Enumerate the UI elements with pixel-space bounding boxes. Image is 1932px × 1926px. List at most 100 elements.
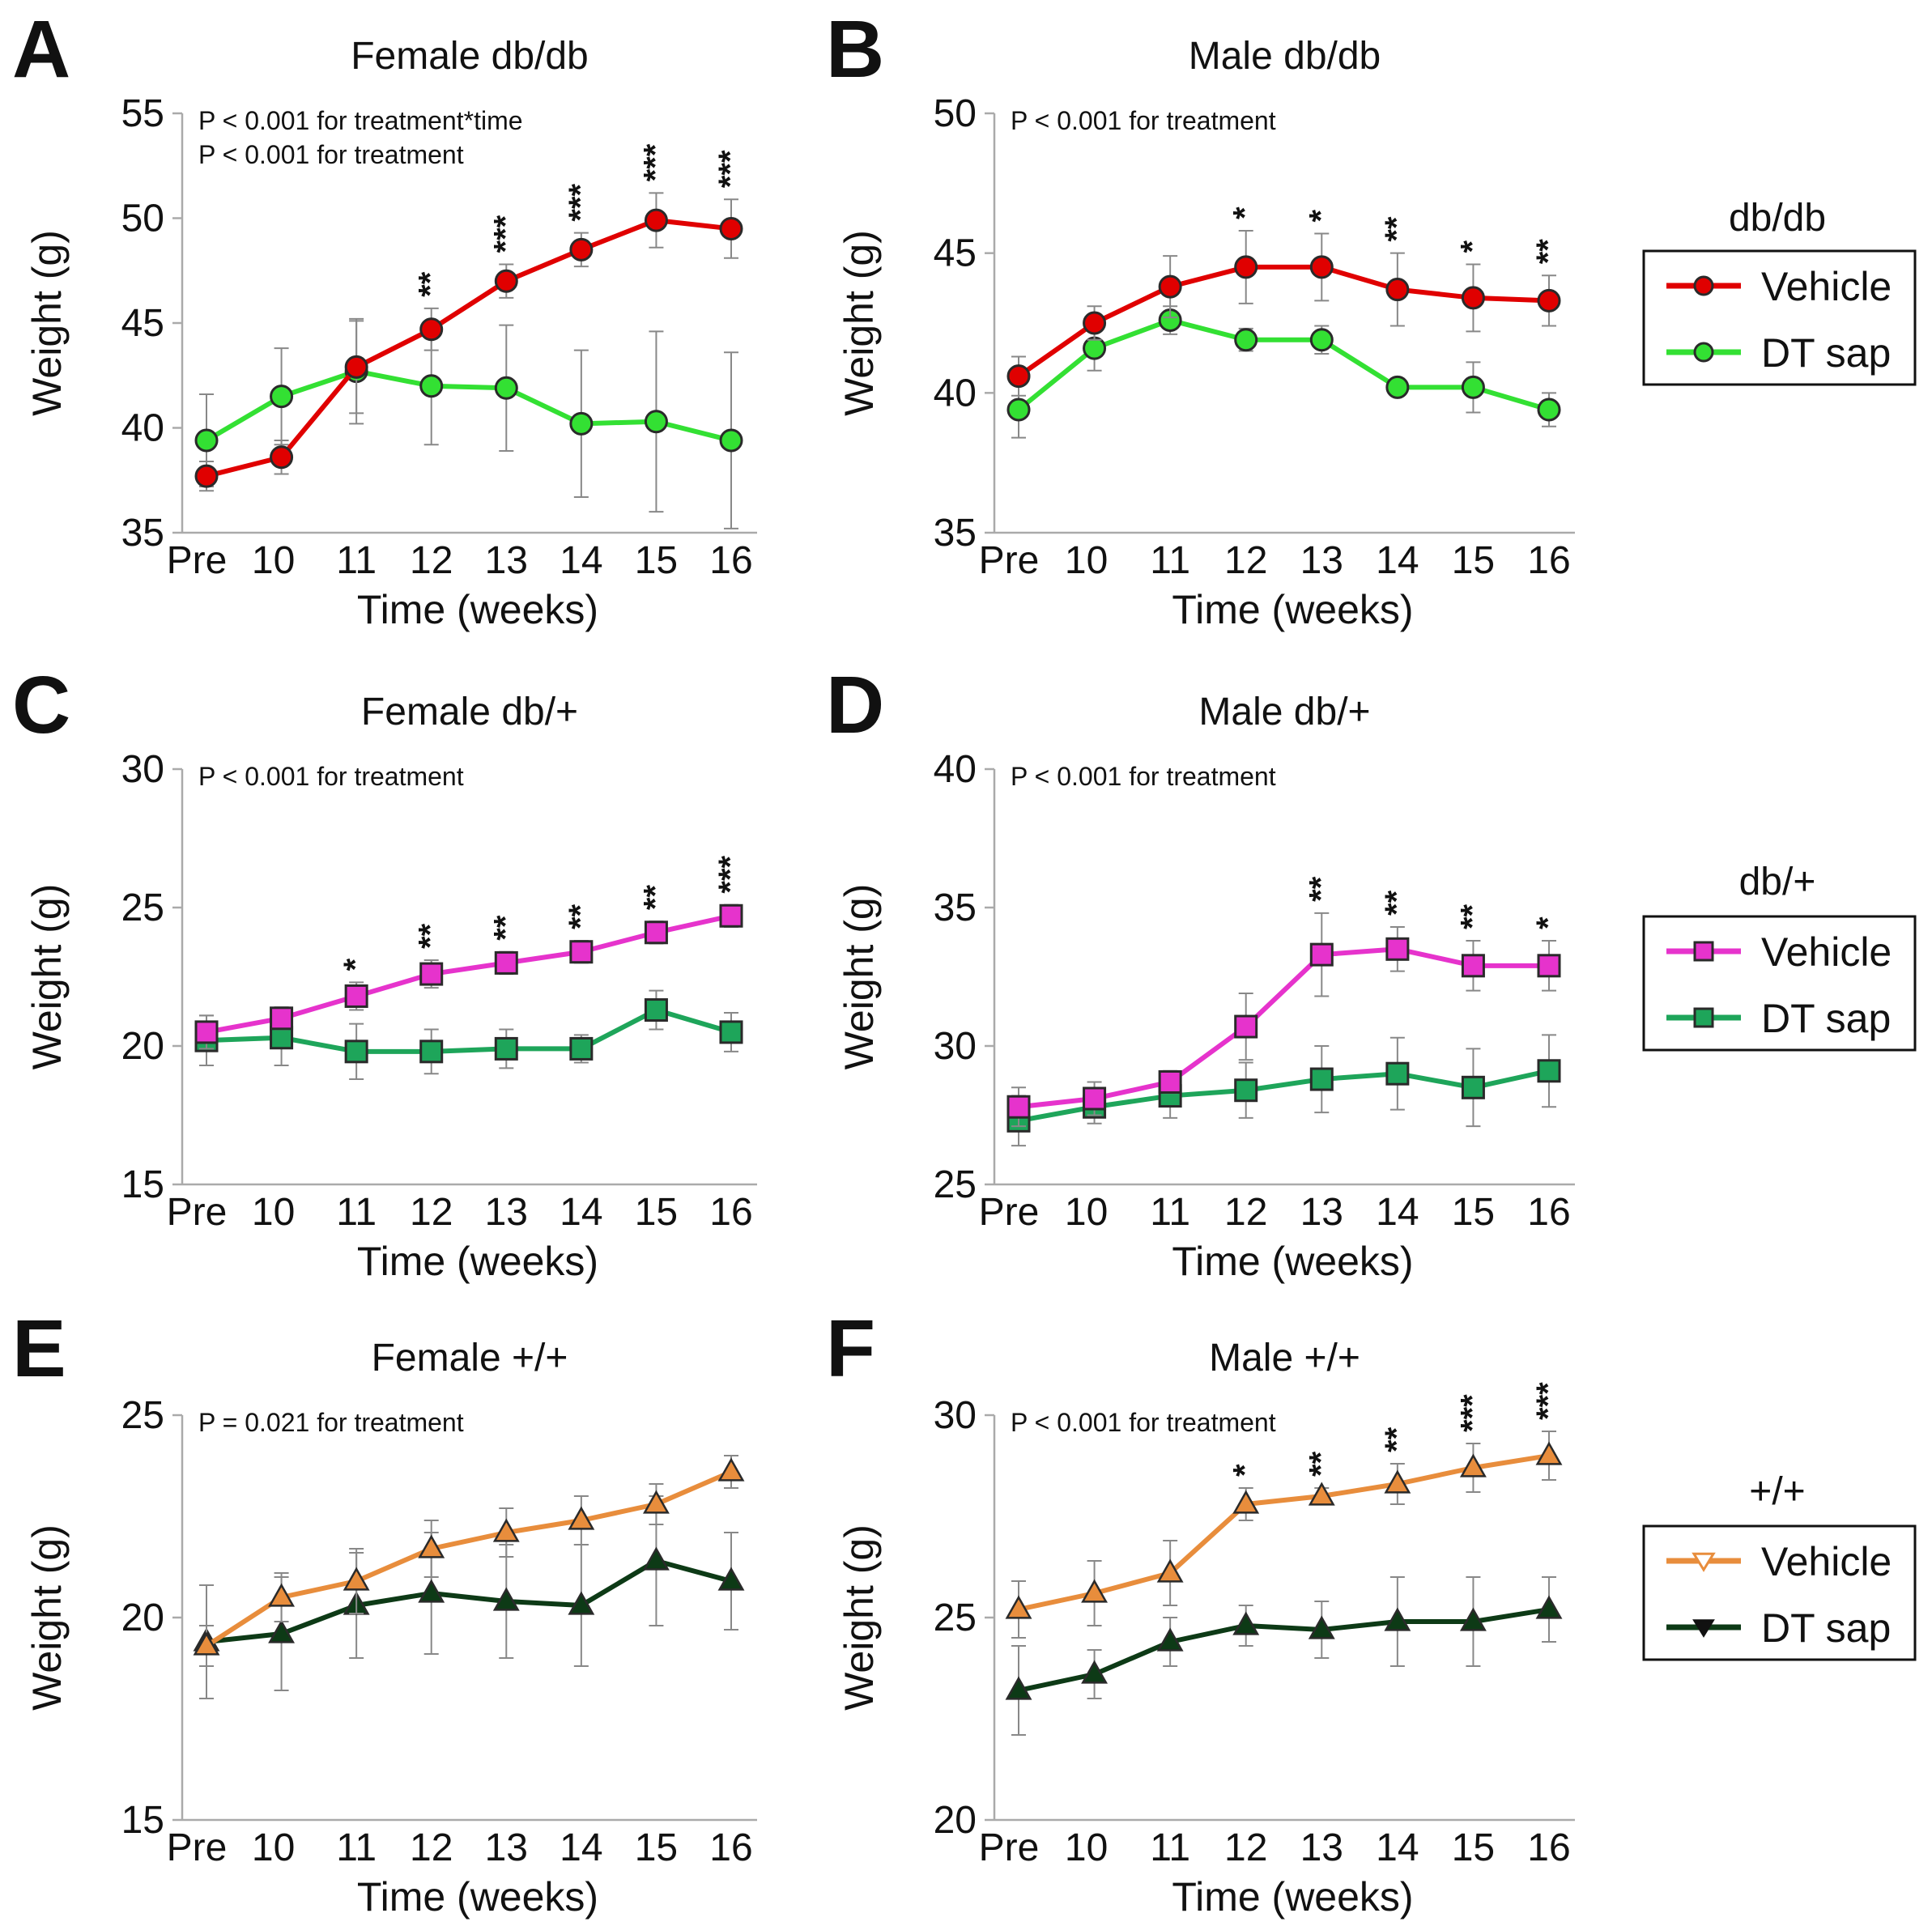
data-point xyxy=(1309,255,1334,279)
panel-letter: E xyxy=(12,1303,66,1394)
y-tick-label: 30 xyxy=(934,1394,977,1437)
series-vehicle xyxy=(194,192,743,492)
data-point xyxy=(1006,1095,1031,1119)
significance-marker: * xyxy=(338,958,373,971)
x-tick-label: 11 xyxy=(1150,1191,1190,1234)
data-point xyxy=(1459,1453,1487,1477)
x-tick-label: 13 xyxy=(485,1826,528,1869)
data-point xyxy=(719,903,743,928)
series-vehicle xyxy=(194,903,743,1050)
significance-marker: ** xyxy=(563,903,598,929)
y-tick-label: 15 xyxy=(121,1799,164,1842)
data-point xyxy=(719,428,743,453)
x-tick-label: 15 xyxy=(635,1191,678,1234)
legend-label: DT sap xyxy=(1761,330,1891,376)
x-tick-label: 12 xyxy=(410,539,453,582)
y-tick-label: 40 xyxy=(121,407,164,450)
series-line xyxy=(1017,264,1550,379)
data-point xyxy=(1234,328,1258,352)
x-tick-label: 14 xyxy=(1376,539,1419,582)
x-axis-label: Time (weeks) xyxy=(1172,1874,1413,1920)
x-tick-label: 11 xyxy=(1150,1826,1190,1869)
data-point xyxy=(270,1026,294,1050)
p-value-annotation: P = 0.021 for treatment xyxy=(198,1408,464,1437)
series-line xyxy=(1018,946,1549,1110)
chart-title: Female +/+ xyxy=(372,1337,568,1380)
data-point xyxy=(344,984,368,1008)
x-axis-label: Time (weeks) xyxy=(357,1874,598,1920)
x-tick-label: 10 xyxy=(1065,539,1108,582)
significance-marker: ** xyxy=(1454,903,1490,929)
data-point xyxy=(194,464,219,488)
series-line xyxy=(206,1558,732,1644)
data-point xyxy=(1081,1579,1109,1603)
data-point xyxy=(1232,1490,1260,1514)
legend-label: Vehicle xyxy=(1761,264,1892,309)
chart-title: Male db/db xyxy=(1189,35,1381,78)
data-point xyxy=(193,1631,220,1656)
x-tick-label: 12 xyxy=(1224,1191,1267,1234)
series-dt-sap xyxy=(193,1495,745,1699)
x-tick-label: 10 xyxy=(1065,1826,1108,1869)
x-axis-label: Time (weeks) xyxy=(1172,1239,1413,1284)
data-point xyxy=(343,1567,370,1591)
y-tick-label: 40 xyxy=(934,372,977,415)
legend-swatch-marker xyxy=(1693,941,1714,962)
data-point xyxy=(1384,1607,1411,1631)
data-point xyxy=(1234,255,1258,279)
significance-marker: ** xyxy=(413,923,449,949)
legend-box xyxy=(1642,249,1917,386)
panel-letter: D xyxy=(826,660,884,750)
data-point xyxy=(1459,1607,1487,1631)
x-tick-label: 16 xyxy=(709,1826,752,1869)
data-point xyxy=(268,1619,296,1643)
chart-title: Male db/+ xyxy=(1198,691,1370,733)
y-tick-label: 25 xyxy=(934,1163,977,1206)
data-point xyxy=(492,1518,520,1542)
x-axis-label: Time (weeks) xyxy=(1172,587,1413,632)
data-point xyxy=(642,1546,670,1571)
significance-marker: * xyxy=(1228,206,1263,219)
data-point xyxy=(1006,398,1031,422)
legend-title: +/+ xyxy=(1749,1470,1805,1513)
data-point xyxy=(194,428,219,453)
y-tick-label: 30 xyxy=(121,748,164,791)
legend-title: db/db xyxy=(1729,197,1826,240)
data-point xyxy=(717,1567,745,1591)
significance-marker: ** xyxy=(1379,216,1415,242)
data-point xyxy=(268,1583,296,1607)
panel-letter: C xyxy=(12,660,70,750)
legend-swatch-marker xyxy=(1692,1619,1715,1638)
data-point xyxy=(1234,1014,1258,1039)
data-point xyxy=(1461,954,1485,978)
significance-marker: *** xyxy=(1454,1394,1490,1432)
y-tick-label: 40 xyxy=(934,748,977,791)
x-tick-label: 15 xyxy=(1452,1191,1495,1234)
series-line xyxy=(1018,1607,1550,1693)
x-tick-label: 11 xyxy=(336,1191,377,1234)
x-tick-label: 11 xyxy=(336,1826,377,1869)
data-point xyxy=(568,1591,595,1615)
data-point xyxy=(1535,1595,1563,1619)
x-tick-label: 15 xyxy=(1452,1826,1495,1869)
x-axis-label: Time (weeks) xyxy=(357,1239,598,1284)
significance-marker: ** xyxy=(1379,890,1415,916)
legend-label: DT sap xyxy=(1761,996,1891,1041)
data-point xyxy=(1385,937,1410,961)
p-value-annotation: P < 0.001 for treatment*time xyxy=(198,106,523,135)
x-tick-label: 15 xyxy=(1452,539,1495,582)
data-point xyxy=(1384,1469,1411,1494)
data-point xyxy=(1083,1086,1107,1111)
legend-title: db/+ xyxy=(1739,861,1816,903)
y-axis-label: Weight (g) xyxy=(836,884,882,1070)
legend-label: Vehicle xyxy=(1761,1539,1892,1584)
data-point xyxy=(1537,288,1561,312)
chart-panel-c: C Female db/+ 15 20 25 30 Pre 10 11 12 13 14 15 16 Tim… xyxy=(12,660,757,1284)
series-vehicle xyxy=(1006,912,1561,1128)
y-tick-label: 25 xyxy=(121,1394,164,1437)
data-point xyxy=(494,950,518,975)
x-tick-label: Pre xyxy=(167,1826,228,1869)
data-point xyxy=(1535,1441,1563,1465)
data-point xyxy=(1083,336,1107,360)
